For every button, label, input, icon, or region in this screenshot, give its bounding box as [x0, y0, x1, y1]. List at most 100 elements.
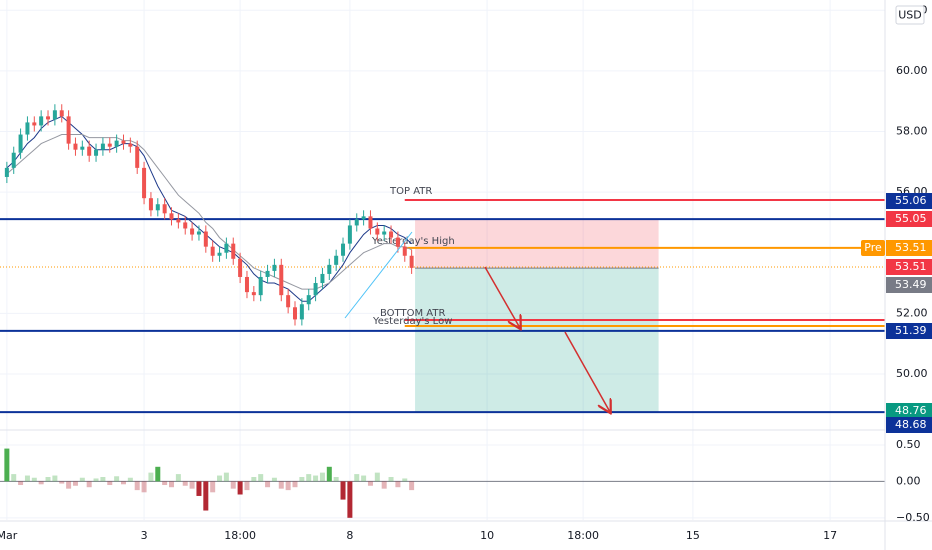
indicator-bar	[24, 475, 30, 482]
price-tag-label: 55.06	[895, 194, 927, 207]
candle-body	[25, 122, 30, 135]
indicator-bar	[292, 481, 298, 488]
indicator-bar	[409, 481, 415, 491]
candle-body	[313, 283, 318, 296]
indicator-bar	[4, 448, 10, 482]
indicator-bar	[306, 474, 312, 482]
candle-body	[135, 146, 140, 168]
price-tag	[886, 417, 932, 433]
arrow	[484, 266, 520, 328]
indicator-bar	[217, 475, 223, 482]
indicator-bar	[169, 481, 175, 488]
price-tag	[886, 193, 932, 209]
indicator-bar	[223, 472, 229, 482]
candle-body	[196, 231, 201, 235]
level-label: Yesterday's High	[371, 236, 455, 247]
candle-body	[210, 246, 215, 256]
indicator-bar	[45, 477, 51, 482]
indicator-bar	[72, 481, 78, 486]
indicator-bar	[244, 481, 250, 491]
indicator-bar	[271, 477, 277, 482]
price-tag-label: 55.05	[895, 212, 927, 225]
candle-body	[128, 143, 133, 147]
indicator-bar	[210, 481, 216, 493]
y-tick-label: 50.00	[896, 367, 928, 380]
price-tag-badge	[861, 240, 885, 256]
candle-body	[306, 295, 311, 305]
indicator-bar	[203, 481, 209, 511]
arrow	[564, 331, 610, 412]
price-tag	[886, 259, 932, 275]
candle-body	[341, 243, 346, 256]
price-tag-label: 48.68	[895, 418, 927, 431]
indicator	[0, 444, 885, 519]
candle-body	[121, 140, 126, 144]
x-tick-label: Mar	[0, 529, 18, 542]
indicator-tick-label: 0.50	[896, 438, 921, 451]
indicator-bar	[79, 477, 85, 482]
candle-body	[162, 204, 167, 214]
candle-body	[46, 116, 51, 120]
x-tick-label: 8	[346, 529, 353, 542]
price-tag-badge-label: Pre	[864, 241, 882, 254]
candle-body	[334, 255, 339, 265]
candle-body	[183, 222, 188, 229]
candle-body	[265, 270, 270, 277]
x-tick-label: 3	[141, 529, 148, 542]
y-tick-label: 58.00	[896, 125, 928, 138]
indicator-bar	[38, 481, 44, 485]
candle-body	[59, 110, 64, 117]
target-zone	[415, 268, 659, 413]
candle-body	[80, 146, 85, 150]
x-tick-label: 10	[480, 529, 494, 542]
candle-body	[4, 167, 9, 177]
indicator-bar	[127, 477, 133, 482]
candle-body	[402, 246, 407, 256]
candle-body	[279, 264, 284, 296]
candle-body	[389, 231, 394, 238]
indicator-bar	[347, 481, 353, 518]
x-tick-label: 17	[823, 529, 837, 542]
x-tick-label: 15	[686, 529, 700, 542]
currency: USD	[898, 9, 922, 22]
candle-body	[244, 276, 249, 293]
price-tag	[886, 240, 932, 256]
price-tag	[886, 403, 932, 419]
indicator-bar	[100, 477, 106, 482]
indicator-bar	[285, 481, 291, 491]
x-tick-label: 18:00	[224, 529, 256, 542]
indicator-bar	[230, 481, 236, 489]
candle-body	[375, 228, 380, 235]
candle-body	[354, 219, 359, 226]
indicator-bar	[86, 481, 92, 488]
candle-body	[327, 264, 332, 274]
candle-body	[107, 143, 112, 147]
indicator-bar	[251, 477, 257, 482]
candle-body	[395, 237, 400, 247]
indicator-bar	[134, 481, 140, 491]
candle-body	[238, 258, 243, 277]
indicator-bar	[381, 481, 387, 489]
indicator-bar	[313, 475, 319, 482]
price-tag-label: 53.51	[895, 241, 927, 254]
stop-zone	[415, 219, 659, 269]
level-label: BOTTOM ATR	[380, 308, 445, 319]
candle-body	[347, 225, 352, 244]
candle-body	[142, 167, 147, 199]
indicator-bar	[258, 474, 264, 482]
moving-average	[6, 115, 412, 302]
indicator-tick-label: 0.00	[896, 474, 921, 487]
candles	[4, 104, 414, 326]
price-tag-label: 48.76	[895, 404, 927, 417]
indicator-bar	[326, 466, 332, 482]
moving-average	[6, 134, 412, 290]
price-tag	[886, 277, 932, 293]
candle-body	[293, 307, 297, 320]
indicator-bar	[175, 474, 181, 482]
x-tick-label: 18:00	[567, 529, 599, 542]
grid	[0, 0, 885, 520]
candle-body	[155, 204, 160, 211]
indicator-bar	[402, 478, 408, 482]
candle-body	[66, 116, 71, 144]
indicator-bar	[162, 481, 168, 486]
